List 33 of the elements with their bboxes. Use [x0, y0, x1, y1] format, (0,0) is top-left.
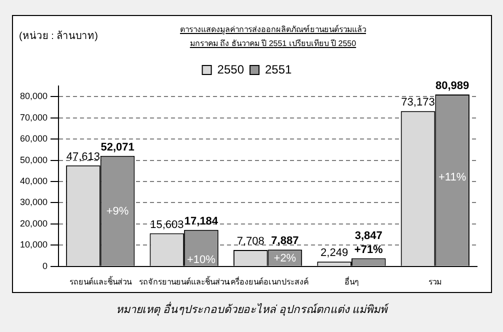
data-label: 15,603: [150, 218, 184, 231]
annotation: +10%: [187, 254, 216, 266]
data-label: 7,708: [236, 236, 264, 248]
x-tick-label: รวม: [428, 277, 442, 286]
y-tick-label: 30,000: [20, 197, 48, 208]
data-label: 2,249: [320, 247, 348, 260]
legend-label: 2551: [265, 62, 292, 76]
x-tick-label: อื่นๆ: [344, 275, 358, 286]
y-tick-label: 40,000: [20, 176, 48, 186]
y-tick-label: 10,000: [20, 240, 48, 250]
x-tick-label: รถยนต์และชิ้นส่วน: [69, 275, 132, 286]
data-label: 80,989: [435, 80, 470, 92]
chart-subtitle: มกราคม ถึง ธันวาคม ปี 2551 เปรียบเทียบ ปี 2550: [188, 38, 358, 50]
data-label: 3,847: [354, 230, 382, 242]
legend-label: 2550: [217, 62, 244, 76]
data-label: 73,173: [401, 96, 435, 109]
y-tick-label: 80,000: [20, 91, 48, 102]
annotation: +9%: [106, 205, 129, 218]
data-label: 17,184: [184, 215, 219, 228]
y-tick-label: 70,000: [20, 112, 48, 122]
y-tick-label: 60,000: [20, 134, 48, 144]
annotation: +11%: [438, 171, 466, 184]
chart-title: ตารางแสดงมูลค่าการส่งออกผลิตภัณฑ์ยานยนต์รวมแล้ว: [179, 24, 367, 36]
data-label: 7,887: [271, 235, 299, 248]
annotation: +71%: [354, 244, 384, 256]
y-tick-label: 20,000: [20, 218, 48, 228]
data-label: 52,071: [100, 141, 134, 154]
data-label: 47,613: [66, 150, 100, 163]
y-tick-label: 0: [42, 260, 48, 271]
y-tick-label: 50,000: [20, 154, 48, 165]
text: หมายเหตุ อื่นๆประกอบด้วยอะไหล่ อุปกรณ์ตกแต่ง แม่พิมพ์: [114, 300, 390, 318]
annotation: +2%: [274, 252, 296, 265]
y-axis-title: (หน่วย : ล้านบาท): [19, 30, 98, 43]
